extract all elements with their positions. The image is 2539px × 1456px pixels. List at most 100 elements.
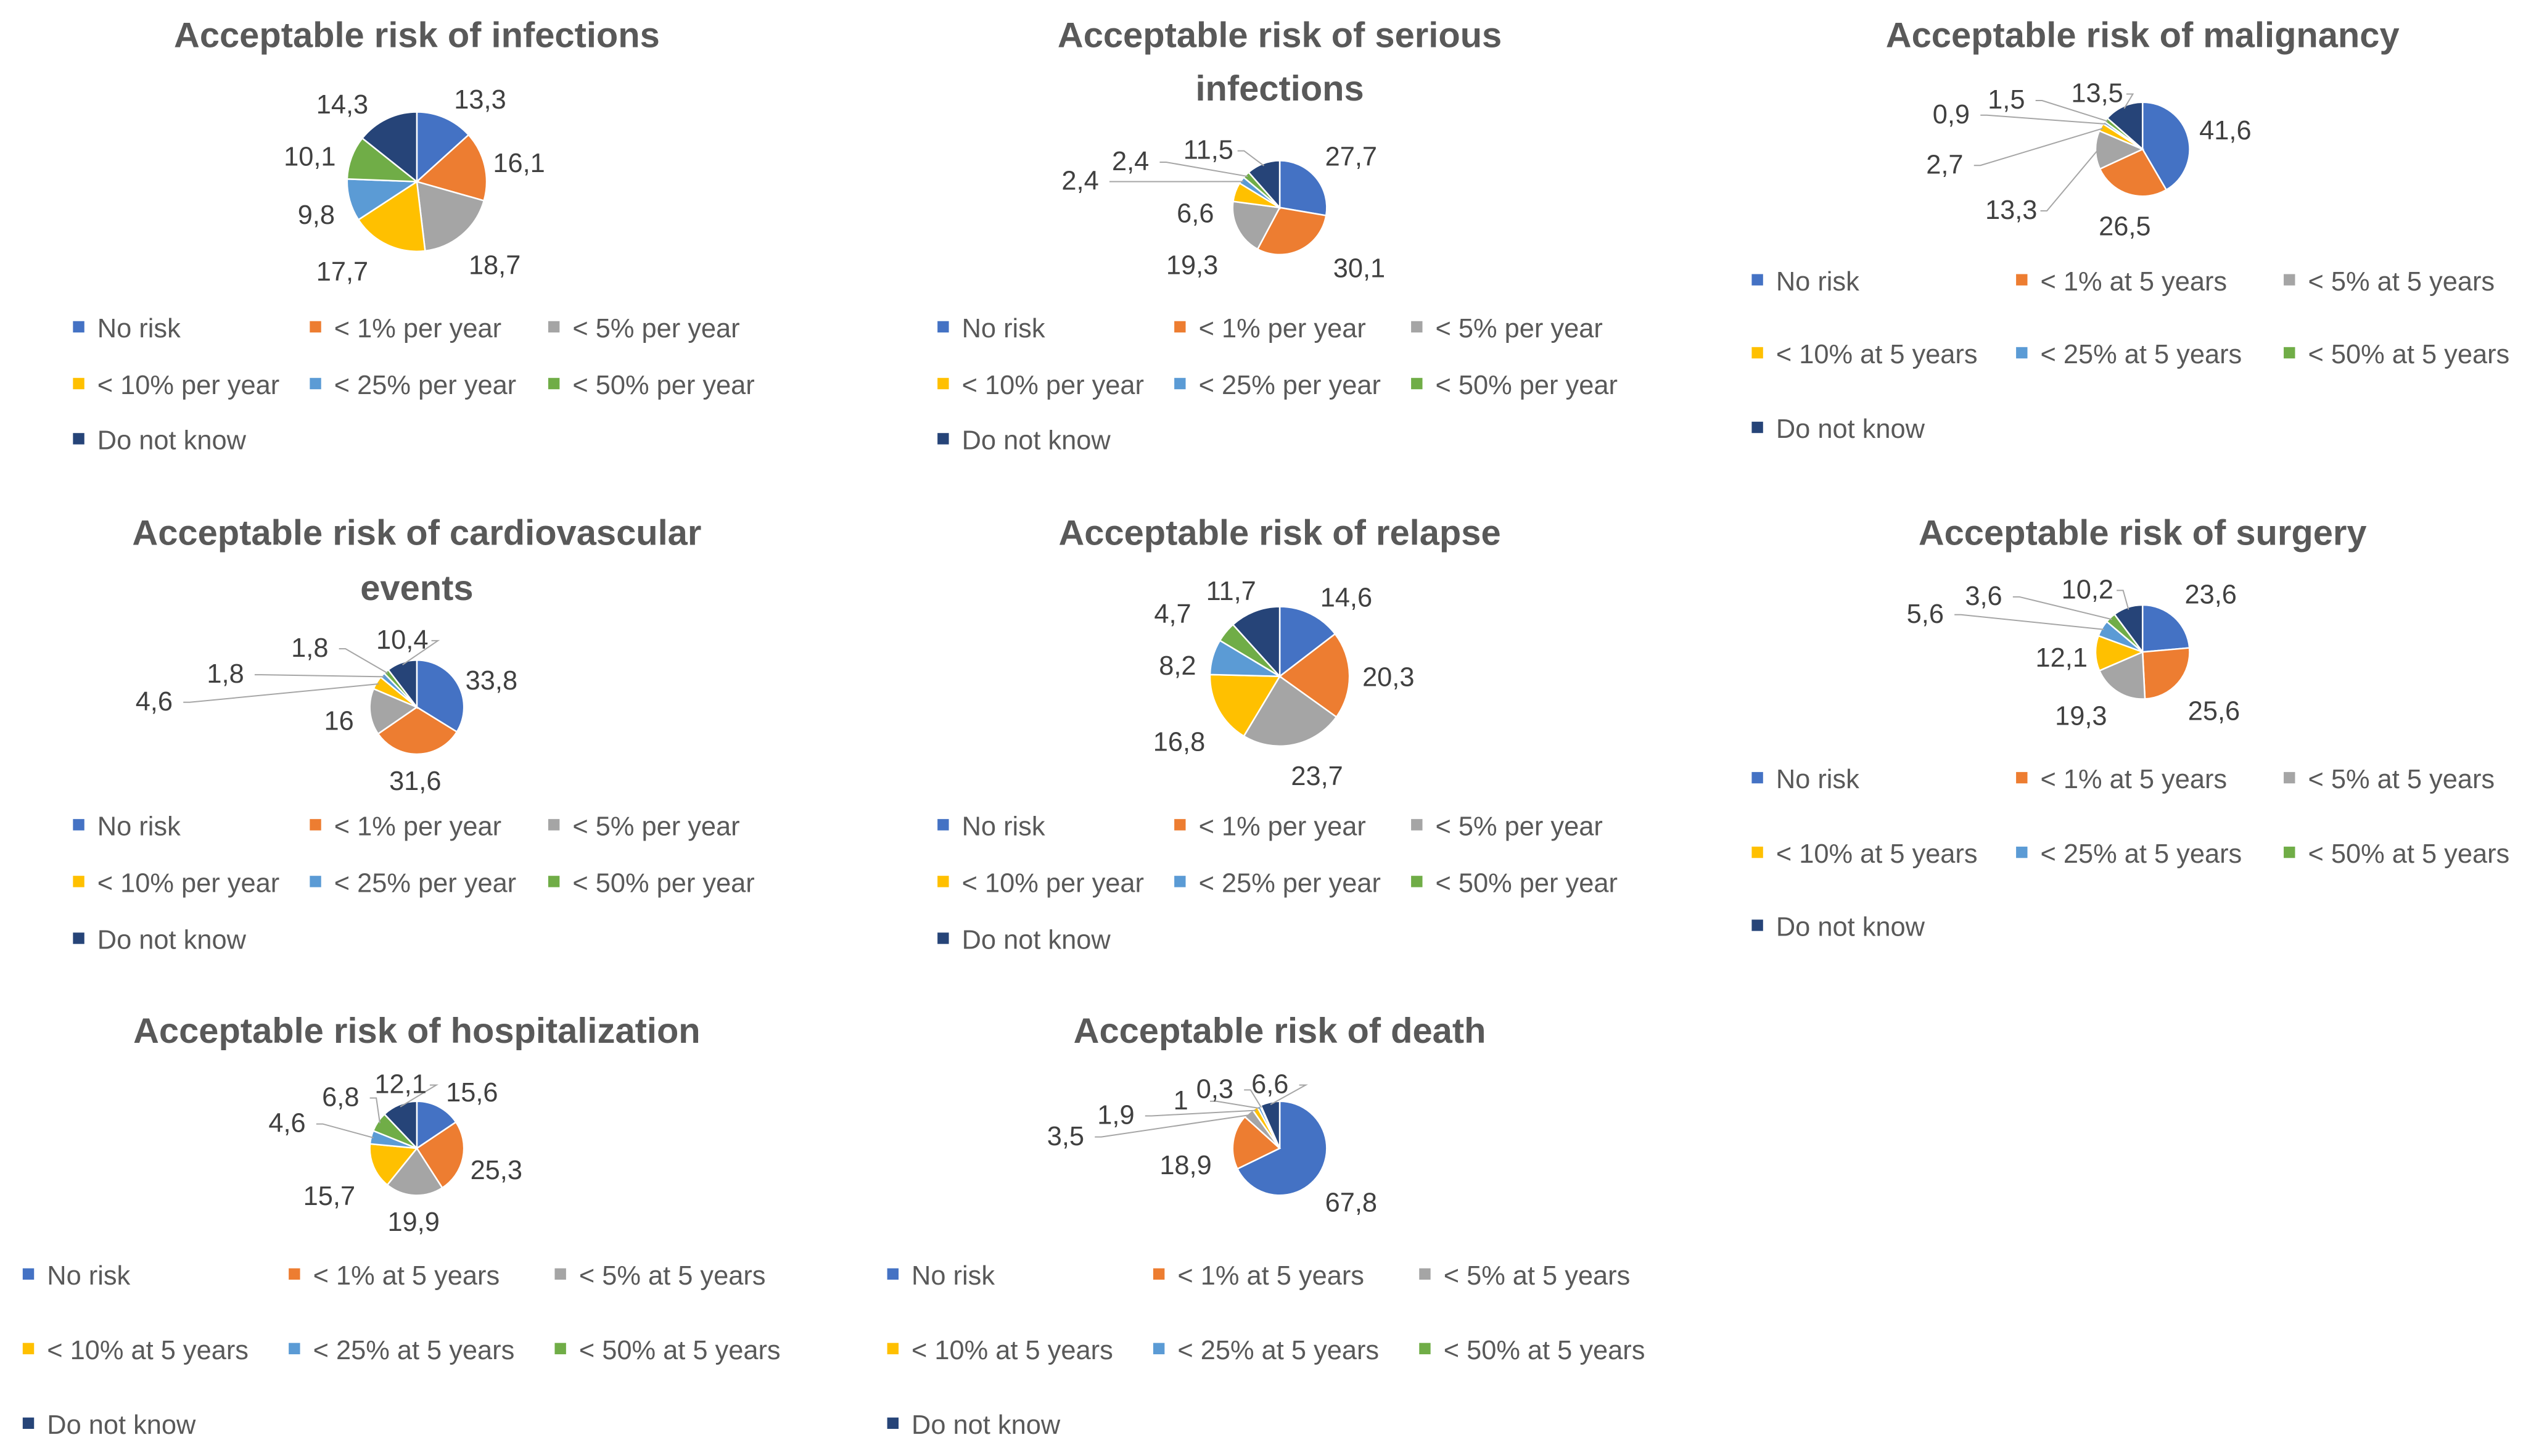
legend-swatch	[2016, 771, 2028, 784]
legend-swatch	[2284, 846, 2295, 858]
legend-item: < 10% per year	[937, 869, 1144, 899]
leader-line	[1270, 1084, 1309, 1106]
legend-swatch	[1419, 1343, 1431, 1355]
data-label: 8,2	[1159, 651, 1196, 681]
chart-title: Acceptable risk of relapse	[1058, 514, 1500, 553]
legend-item: No risk	[1751, 267, 1859, 297]
legend-swatch	[548, 819, 560, 831]
legend-item: Do not know	[22, 1410, 196, 1440]
legend-swatch	[22, 1268, 35, 1280]
legend-item: < 5% at 5 years	[554, 1261, 766, 1291]
data-label: 1	[1174, 1086, 1188, 1116]
data-label: 3,6	[1965, 582, 2002, 611]
legend-item: < 25% per year	[1174, 371, 1381, 400]
legend-item: < 25% at 5 years	[1153, 1336, 1379, 1365]
data-label: 1,8	[291, 633, 328, 663]
legend-label: < 1% per year	[1199, 314, 1366, 343]
legend-swatch	[73, 932, 84, 944]
data-label: 20,3	[1362, 662, 1414, 692]
legend-label: < 50% per year	[1436, 371, 1618, 400]
data-label: 13,3	[1985, 195, 2037, 225]
pie-slice-no-risk	[1236, 1100, 1328, 1196]
legend-label: < 1% at 5 years	[2041, 765, 2228, 794]
pie-slice-10-at-5-years	[369, 1143, 419, 1187]
legend-label: < 50% at 5 years	[1444, 1336, 1645, 1365]
legend-item: < 10% at 5 years	[1751, 340, 1978, 369]
legend-item: Do not know	[73, 926, 247, 955]
data-label: 0,3	[1196, 1075, 1233, 1104]
legend-item: No risk	[887, 1261, 995, 1291]
legend-swatch	[1751, 274, 1763, 286]
data-label: 19,9	[387, 1207, 439, 1237]
legend-item: < 10% at 5 years	[22, 1336, 249, 1365]
legend-item: < 25% per year	[310, 869, 516, 899]
legend-label: < 50% per year	[572, 371, 754, 400]
data-label: 25,3	[471, 1156, 522, 1185]
legend-swatch	[937, 377, 949, 390]
legend-label: < 50% per year	[1436, 869, 1618, 899]
legend-swatch	[1751, 919, 1763, 931]
legend-label: < 10% per year	[97, 371, 279, 400]
legend-label: < 25% at 5 years	[2041, 340, 2242, 369]
pie-chart-7: Acceptable risk of hospitalization 15,6 25…	[22, 1011, 781, 1440]
legend-swatch	[310, 876, 321, 887]
pie-slice-1-per-year	[1256, 207, 1327, 256]
legend-swatch	[73, 433, 84, 445]
data-label: 12,1	[2036, 643, 2088, 673]
legend-item: Do not know	[887, 1410, 1061, 1440]
data-label: 41,6	[2199, 116, 2251, 146]
chart-title: Acceptable risk of surgery	[1919, 514, 2367, 553]
legend-label: < 1% at 5 years	[313, 1261, 500, 1291]
legend-label: No risk	[1776, 765, 1859, 794]
legend-label: < 5% per year	[1436, 314, 1603, 343]
legend-label: Do not know	[97, 426, 247, 456]
legend-item: < 25% per year	[1174, 869, 1381, 899]
legend-label: < 50% at 5 years	[579, 1336, 781, 1365]
legend-label: Do not know	[962, 926, 1111, 955]
legend-swatch	[310, 321, 321, 333]
leader-line	[339, 648, 389, 674]
pie-chart-1: Acceptable risk of infections 13,3 16,1 18,…	[73, 15, 755, 456]
chart-title-line-2: infections	[1195, 69, 1364, 109]
legend-swatch	[1751, 347, 1763, 359]
data-label: 16	[324, 707, 354, 736]
pie-slice-no-risk	[1278, 606, 1336, 678]
pie-slice-do-not-know	[2106, 101, 2144, 151]
legend-item: < 50% at 5 years	[2284, 839, 2509, 869]
legend-label: < 1% at 5 years	[2041, 267, 2228, 297]
data-label: 27,7	[1325, 142, 1377, 171]
legend-item: < 25% at 5 years	[2016, 839, 2242, 869]
data-label: 4,6	[136, 687, 173, 717]
legend-item: < 25% per year	[310, 371, 516, 400]
legend-swatch	[73, 377, 84, 390]
legend-label: Do not know	[911, 1410, 1061, 1440]
pie-chart-6: Acceptable risk of surgery 23,6 25,6 19,3 12…	[1751, 514, 2509, 942]
leader-line	[369, 1097, 381, 1124]
legend-swatch	[937, 876, 949, 887]
legend-swatch	[937, 932, 949, 944]
data-label: 31,6	[389, 767, 441, 796]
legend-label: < 5% per year	[1436, 812, 1603, 841]
pie-slice-1-at-5-years	[2099, 148, 2168, 197]
legend-item: No risk	[937, 812, 1045, 841]
legend-label: Do not know	[1776, 913, 1925, 942]
legend-label: < 25% at 5 years	[2041, 839, 2242, 869]
chart-title: Acceptable risk of malignancy	[1886, 15, 2400, 55]
legend-item: Do not know	[937, 926, 1111, 955]
leader-line	[1980, 114, 2106, 125]
legend-item: < 1% per year	[1174, 314, 1366, 343]
pie-chart-3: Acceptable risk of malignancy 41,6 26,5 13,…	[1751, 15, 2509, 444]
legend-item: < 50% at 5 years	[1419, 1336, 1645, 1365]
legend-label: < 5% at 5 years	[2308, 267, 2495, 297]
legend-item: < 1% per year	[1174, 812, 1366, 841]
legend-item: No risk	[73, 812, 181, 841]
pie-slice-1-at-5-years	[1232, 1116, 1282, 1170]
legend-item: < 5% per year	[548, 314, 740, 343]
data-label: 10,2	[2062, 575, 2113, 604]
legend-item: < 50% per year	[1411, 371, 1618, 400]
legend-swatch	[1411, 321, 1423, 333]
legend-swatch	[548, 377, 560, 390]
pie-slice-do-not-know	[383, 1100, 418, 1151]
data-label: 2,4	[1061, 167, 1098, 196]
